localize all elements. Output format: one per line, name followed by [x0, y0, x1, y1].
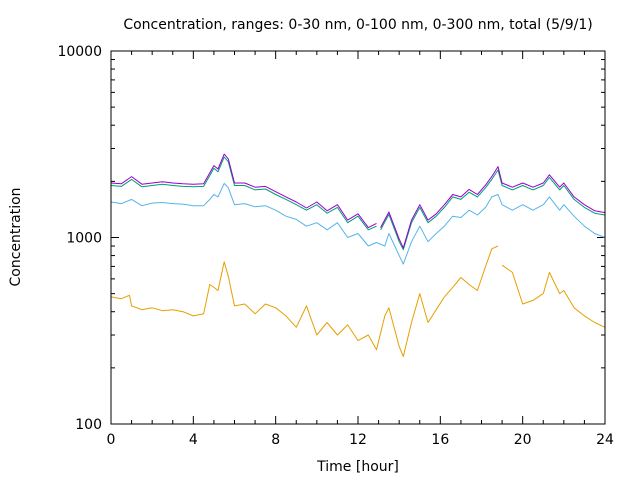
- series-line-4: [110, 153, 606, 249]
- y-tick-label: 1000: [66, 231, 102, 247]
- x-tick-label: 16: [431, 432, 449, 448]
- x-axis-label: Time [hour]: [316, 459, 399, 475]
- series-line-3: [110, 156, 606, 251]
- axis-ticks: 0 4 8 12 16 20 24 100 1000 10000: [57, 44, 614, 448]
- series-line-2: [110, 182, 606, 265]
- y-tick-label: 100: [75, 417, 102, 433]
- plot-frame: [110, 50, 606, 425]
- x-tick-label: 4: [189, 432, 198, 448]
- chart-title: Concentration, ranges: 0-30 nm, 0-100 nm…: [123, 17, 592, 33]
- x-tick-label: 20: [514, 432, 532, 448]
- y-tick-label: 10000: [57, 44, 102, 60]
- x-tick-label: 24: [596, 432, 614, 448]
- series-line-1: [110, 245, 606, 357]
- x-tick-label: 8: [271, 432, 280, 448]
- y-axis-label: Concentration: [8, 187, 24, 286]
- x-tick-label: 0: [107, 432, 116, 448]
- series-group: [110, 153, 606, 357]
- x-tick-label: 12: [349, 432, 367, 448]
